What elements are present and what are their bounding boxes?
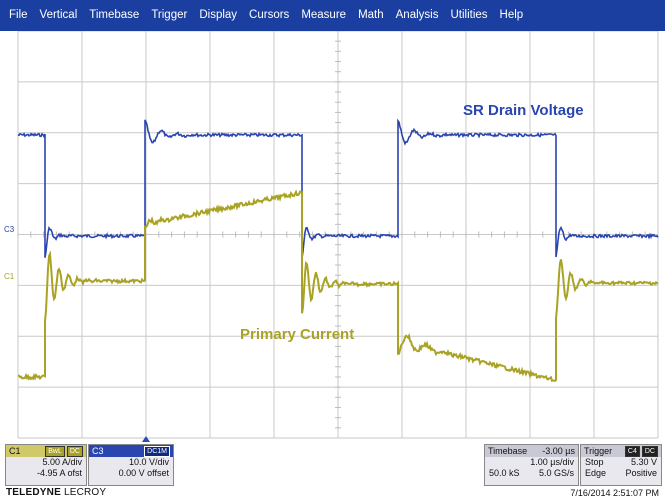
menu-help[interactable]: Help [499, 9, 524, 21]
c1-descriptor[interactable]: C1 BwL DC 5.00 A/div -4.95 A ofst [5, 444, 87, 486]
timebase-tdiv: 1.00 µs/div [530, 457, 574, 467]
c1-name: C1 [9, 446, 21, 456]
c1-vdiv: 5.00 A/div [42, 457, 82, 467]
primary-current-label: Primary Current [240, 326, 355, 343]
trigger-type: Edge [585, 468, 607, 478]
c3-name: C3 [92, 446, 104, 456]
menu-math[interactable]: Math [358, 9, 384, 21]
c3-coupling-badge: DC1M [144, 445, 170, 457]
menu-display[interactable]: Display [199, 9, 238, 21]
menu-timebase[interactable]: Timebase [89, 9, 140, 21]
menu-bar: File Vertical Timebase Trigger Display C… [0, 0, 665, 31]
trigger-slope: Positive [625, 468, 657, 478]
sr-drain-voltage-trace [17, 118, 659, 259]
menu-vertical[interactable]: Vertical [39, 9, 78, 21]
menu-utilities[interactable]: Utilities [450, 9, 488, 21]
trigger-mode: Stop [585, 457, 604, 467]
timebase-label: Timebase [488, 446, 528, 456]
c3-vdiv: 10.0 V/div [128, 457, 169, 467]
status-panel: C1 BwL DC 5.00 A/div -4.95 A ofst C3 DC1… [0, 436, 665, 498]
menu-file[interactable]: File [9, 9, 28, 21]
c1-level-marker[interactable]: C1 [4, 272, 15, 281]
c3-offset: 0.00 V offset [118, 468, 169, 478]
trigger-source-badge: C4 [624, 445, 640, 457]
trigger-descriptor[interactable]: Trigger C4 DC Stop 5.30 V Edge Positive [580, 444, 662, 486]
datetime: 7/16/2014 2:51:07 PM [570, 488, 659, 498]
c1-dc-badge: DC [66, 445, 83, 457]
waveform-grid [17, 31, 659, 439]
brand-logo: TELEDYNE LECROY [6, 487, 107, 498]
trigger-position-icon [142, 436, 150, 442]
sr-drain-voltage-label: SR Drain Voltage [463, 102, 584, 119]
c1-offset: -4.95 A ofst [36, 468, 82, 478]
c3-level-marker[interactable]: C3 [4, 225, 15, 234]
menu-trigger[interactable]: Trigger [151, 9, 188, 21]
timebase-rate: 5.0 GS/s [538, 468, 574, 478]
waveform-display[interactable]: C3 C1 SR Drain Voltage Primary Current [0, 31, 665, 440]
c3-descriptor[interactable]: C3 DC1M 10.0 V/div 0.00 V offset [88, 444, 174, 486]
trigger-coupling-badge: DC [641, 445, 658, 457]
menu-cursors[interactable]: Cursors [249, 9, 290, 21]
timebase-delay: -3.00 µs [542, 446, 575, 456]
c1-bwl-badge: BwL [45, 445, 65, 457]
trigger-label: Trigger [584, 446, 613, 456]
timebase-descriptor[interactable]: Timebase -3.00 µs 1.00 µs/div 50.0 kS 5.… [484, 444, 579, 486]
timebase-samples: 50.0 kS [489, 468, 520, 478]
menu-measure[interactable]: Measure [301, 9, 347, 21]
menu-analysis[interactable]: Analysis [395, 9, 439, 21]
primary-current-trace [18, 189, 659, 383]
trigger-level: 5.30 V [630, 457, 657, 467]
